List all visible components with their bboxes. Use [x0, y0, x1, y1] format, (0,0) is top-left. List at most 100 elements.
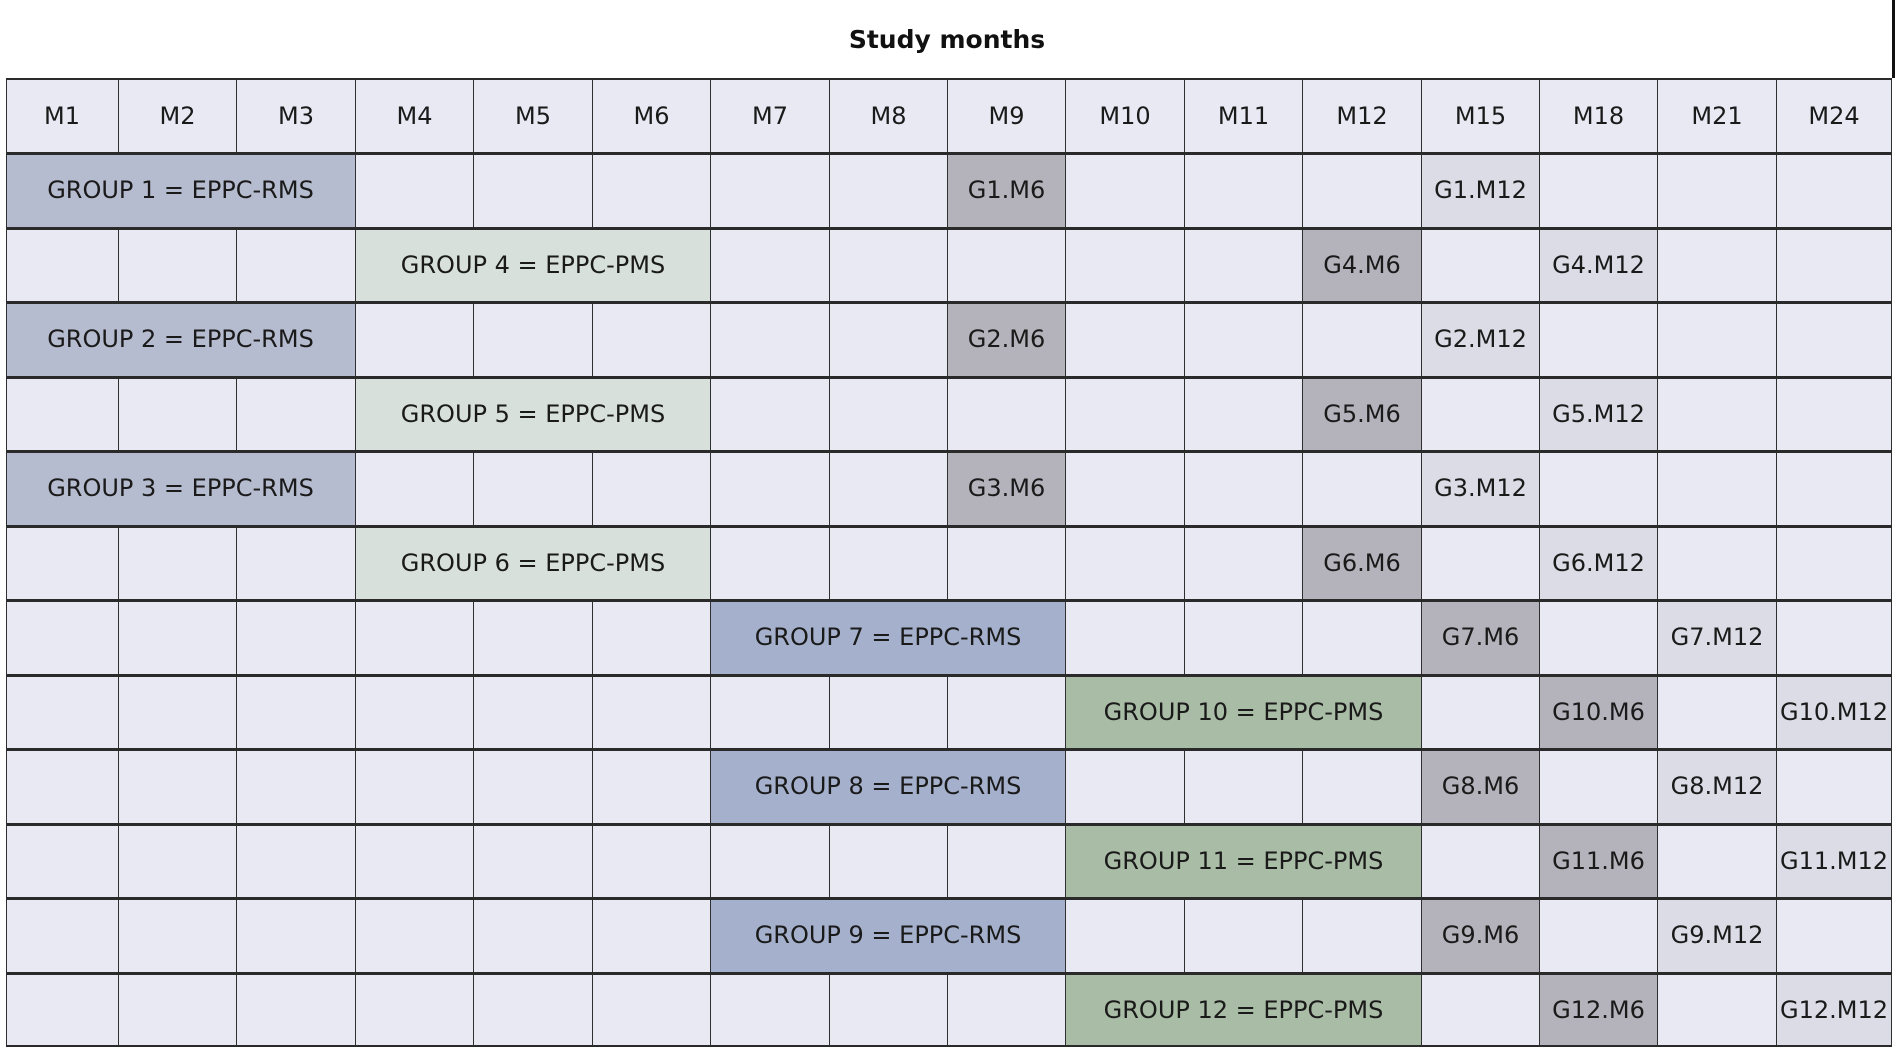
followup-m12-cell: G6.M12	[1540, 526, 1658, 600]
empty-cell	[1422, 973, 1540, 1047]
empty-cell	[711, 377, 830, 451]
empty-cell	[237, 600, 356, 675]
followup-m6-cell: G2.M6	[948, 302, 1066, 377]
empty-cell	[1540, 451, 1658, 526]
month-header-m11: M11	[1185, 80, 1303, 153]
empty-cell	[474, 675, 593, 749]
empty-cell	[1777, 377, 1892, 451]
empty-cell	[830, 824, 948, 898]
group-bar: GROUP 9 = EPPC-RMS	[711, 898, 1066, 973]
empty-cell	[1185, 526, 1303, 600]
empty-cell	[474, 153, 593, 228]
empty-cell	[711, 526, 830, 600]
group-bar: GROUP 6 = EPPC-PMS	[356, 526, 711, 600]
empty-cell	[474, 898, 593, 973]
empty-cell	[1185, 600, 1303, 675]
empty-cell	[237, 898, 356, 973]
month-header-m6: M6	[593, 80, 711, 153]
empty-cell	[711, 675, 830, 749]
empty-cell	[6, 749, 119, 824]
empty-cell	[830, 451, 948, 526]
empty-cell	[1777, 228, 1892, 302]
row-divider	[6, 972, 1892, 975]
empty-cell	[711, 451, 830, 526]
empty-cell	[1066, 228, 1185, 302]
empty-cell	[1422, 824, 1540, 898]
empty-cell	[474, 600, 593, 675]
empty-cell	[593, 153, 711, 228]
empty-cell	[474, 824, 593, 898]
month-header-m3: M3	[237, 80, 356, 153]
empty-cell	[237, 526, 356, 600]
empty-cell	[1066, 451, 1185, 526]
empty-cell	[6, 228, 119, 302]
empty-cell	[593, 973, 711, 1047]
empty-cell	[711, 302, 830, 377]
empty-cell	[711, 153, 830, 228]
empty-cell	[1066, 302, 1185, 377]
empty-cell	[474, 302, 593, 377]
empty-cell	[830, 228, 948, 302]
empty-cell	[1303, 302, 1422, 377]
month-header-m12: M12	[1303, 80, 1422, 153]
empty-cell	[1658, 526, 1777, 600]
empty-cell	[593, 302, 711, 377]
empty-cell	[1777, 302, 1892, 377]
group-bar: GROUP 3 = EPPC-RMS	[6, 451, 356, 526]
month-header-m18: M18	[1540, 80, 1658, 153]
month-header-m2: M2	[119, 80, 237, 153]
month-header-m9: M9	[948, 80, 1066, 153]
empty-cell	[119, 228, 237, 302]
empty-cell	[593, 898, 711, 973]
empty-cell	[1185, 228, 1303, 302]
empty-cell	[1658, 302, 1777, 377]
empty-cell	[119, 377, 237, 451]
empty-cell	[1185, 377, 1303, 451]
empty-cell	[1185, 302, 1303, 377]
followup-m12-cell: G5.M12	[1540, 377, 1658, 451]
followup-m12-cell: G10.M12	[1777, 675, 1892, 749]
row-divider	[6, 525, 1892, 528]
row-divider	[6, 897, 1892, 900]
followup-m6-cell: G11.M6	[1540, 824, 1658, 898]
followup-m12-cell: G1.M12	[1422, 153, 1540, 228]
empty-cell	[1066, 377, 1185, 451]
empty-cell	[237, 377, 356, 451]
empty-cell	[711, 228, 830, 302]
followup-m12-cell: G7.M12	[1658, 600, 1777, 675]
empty-cell	[593, 600, 711, 675]
empty-cell	[1777, 526, 1892, 600]
empty-cell	[1422, 377, 1540, 451]
empty-cell	[1066, 749, 1185, 824]
empty-cell	[237, 749, 356, 824]
row-divider	[6, 599, 1892, 602]
empty-cell	[593, 451, 711, 526]
empty-cell	[1777, 749, 1892, 824]
empty-cell	[1422, 675, 1540, 749]
empty-cell	[356, 824, 474, 898]
group-bar: GROUP 4 = EPPC-PMS	[356, 228, 711, 302]
empty-cell	[356, 600, 474, 675]
empty-cell	[1303, 600, 1422, 675]
empty-cell	[711, 973, 830, 1047]
empty-cell	[474, 973, 593, 1047]
empty-cell	[1185, 451, 1303, 526]
month-header-m15: M15	[1422, 80, 1540, 153]
followup-m6-cell: G3.M6	[948, 451, 1066, 526]
group-bar: GROUP 7 = EPPC-RMS	[711, 600, 1066, 675]
empty-cell	[1658, 973, 1777, 1047]
group-bar: GROUP 8 = EPPC-RMS	[711, 749, 1066, 824]
group-bar: GROUP 10 = EPPC-PMS	[1066, 675, 1422, 749]
empty-cell	[356, 302, 474, 377]
empty-cell	[830, 153, 948, 228]
empty-cell	[1185, 153, 1303, 228]
followup-m12-cell: G4.M12	[1540, 228, 1658, 302]
empty-cell	[1658, 377, 1777, 451]
group-bar: GROUP 12 = EPPC-PMS	[1066, 973, 1422, 1047]
empty-cell	[1658, 153, 1777, 228]
row-divider	[6, 152, 1892, 155]
chart-title: Study months	[848, 24, 1046, 54]
empty-cell	[593, 749, 711, 824]
empty-cell	[1185, 749, 1303, 824]
